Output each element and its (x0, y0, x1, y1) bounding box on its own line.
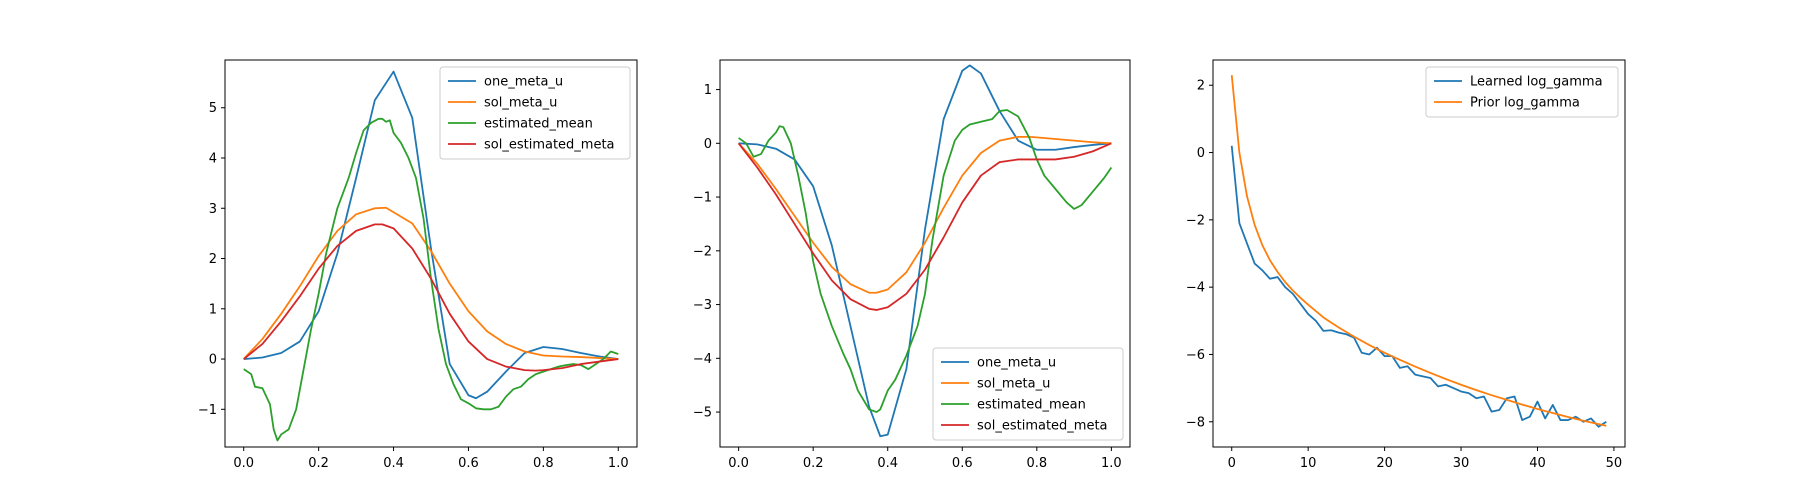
series-line-one-meta-u (243, 70, 619, 400)
legend-frame (1425, 66, 1619, 118)
series-line-estimated-mean (738, 109, 1113, 413)
x-tick-label: 0.0 (728, 456, 749, 471)
x-tick-label: 40 (1529, 456, 1546, 471)
subplot-3: 0 10 20 30 40 50 −8 −6 −4 −2 0 2 Learned log_gamma Pr… (1186, 59, 1626, 471)
series-line-sol-estimated-meta (737, 142, 1112, 311)
y-tick-label: 0 (209, 353, 217, 368)
legend-entry: one_meta_u (977, 356, 1056, 371)
y-tick-label: −6 (1186, 348, 1205, 363)
legend-entry: Learned log_gamma (1470, 75, 1603, 90)
y-tick-label: −2 (693, 244, 712, 259)
x-tick-label: 0.8 (1026, 456, 1047, 471)
x-tick-label: 0.8 (533, 456, 554, 471)
x-tick-label: 0.0 (233, 456, 254, 471)
x-tick-label: 0.4 (877, 456, 898, 471)
y-tick-label: 4 (209, 152, 217, 167)
y-tick-label: −1 (198, 403, 217, 418)
y-tick-label: 0 (1197, 146, 1205, 161)
series-line-sol-estimated-meta (243, 223, 619, 372)
x-tick-label: 30 (1453, 456, 1470, 471)
x-tick-label: 1.0 (1101, 456, 1122, 471)
axes-frame (1212, 59, 1626, 448)
legend-frame (439, 66, 631, 160)
series-line-prior-log-gamma (1230, 75, 1607, 427)
legend: Learned log_gamma Prior log_gamma (1425, 66, 1619, 118)
subplot-2: 0.0 0.2 0.4 0.6 0.8 1.0 −5 −4 −3 −2 −1 0 1 one_meta_u… (693, 59, 1131, 471)
x-tick-label: 0.2 (308, 456, 329, 471)
y-tick-label: −1 (693, 191, 712, 206)
series-line-learned-log-gamma (1230, 145, 1607, 428)
x-tick-label: 20 (1376, 456, 1393, 471)
x-tick-label: 50 (1606, 456, 1623, 471)
x-tick-label: 1.0 (608, 456, 629, 471)
y-tick-label: 1 (704, 83, 712, 98)
y-tick-label: 5 (209, 101, 217, 116)
y-tick-label: −2 (1186, 213, 1205, 228)
y-tick-label: −4 (693, 352, 712, 367)
y-tick-label: 0 (704, 137, 712, 152)
x-tick-label: 0.6 (458, 456, 479, 471)
x-tick-label: 10 (1300, 456, 1317, 471)
legend-entry: one_meta_u (484, 75, 563, 90)
x-tick-label: 0.2 (803, 456, 824, 471)
y-tick-label: −3 (693, 298, 712, 313)
y-tick-label: −5 (693, 406, 712, 421)
x-tick-label: 0.4 (383, 456, 404, 471)
y-tick-label: 2 (1197, 79, 1205, 94)
series-line-one-meta-u (738, 64, 1112, 438)
subplot-1: 0.0 0.2 0.4 0.6 0.8 1.0 −1 0 1 2 3 4 5 one_meta_u sol_… (198, 59, 638, 471)
legend-entry: estimated_mean (484, 117, 593, 132)
legend: one_meta_u sol_meta_u estimated_mean sol_es… (439, 66, 631, 160)
legend-entry: sol_estimated_meta (484, 138, 615, 153)
x-tick-label: 0.6 (952, 456, 973, 471)
series-line-sol-meta-u (243, 206, 619, 360)
y-tick-label: −4 (1186, 281, 1205, 296)
y-tick-label: 2 (209, 252, 217, 267)
legend-entry: Prior log_gamma (1470, 96, 1580, 111)
legend-entry: sol_estimated_meta (977, 419, 1108, 434)
legend: one_meta_u sol_meta_u estimated_mean sol_es… (932, 347, 1124, 441)
legend-frame (932, 347, 1124, 441)
y-tick-label: 3 (209, 202, 217, 217)
legend-entry: sol_meta_u (484, 96, 557, 111)
y-tick-label: 1 (209, 302, 217, 317)
axes-frame (719, 59, 1131, 448)
legend-entry: estimated_mean (977, 398, 1086, 413)
axes-frame (224, 59, 638, 448)
y-tick-label: −8 (1186, 415, 1205, 430)
legend-entry: sol_meta_u (977, 377, 1050, 392)
x-tick-label: 0 (1228, 456, 1236, 471)
series-line-sol-meta-u (737, 135, 1112, 294)
